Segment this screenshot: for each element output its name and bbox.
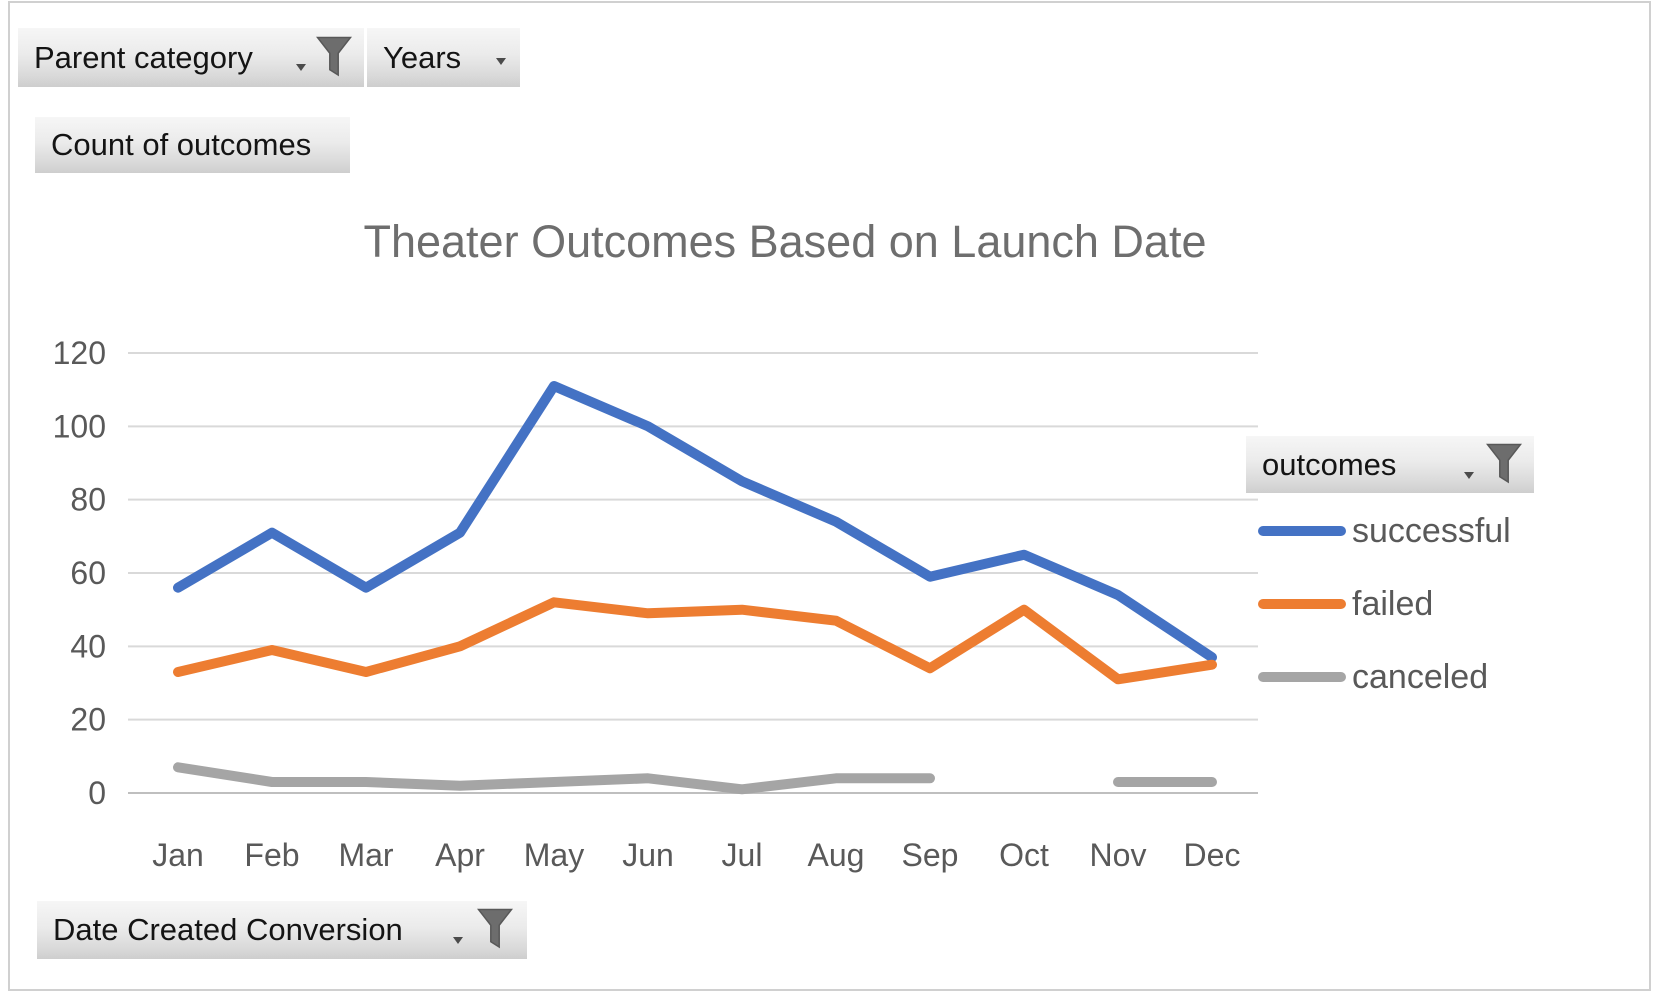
x-axis-tick-label: Oct bbox=[999, 837, 1049, 873]
x-axis-tick-label: Jan bbox=[152, 837, 204, 873]
x-axis-tick-label: Mar bbox=[338, 837, 393, 873]
y-axis-tick-label: 20 bbox=[70, 702, 106, 738]
parent-category-filter-button[interactable]: Parent category bbox=[18, 28, 364, 87]
y-axis-tick-label: 100 bbox=[53, 408, 106, 444]
x-axis-tick-label: Jul bbox=[722, 837, 763, 873]
caret-down-icon bbox=[1464, 472, 1474, 479]
x-axis-tick-label: Sep bbox=[902, 837, 959, 873]
series-line-failed bbox=[173, 597, 1217, 685]
legend-swatch-failed bbox=[1258, 599, 1346, 609]
filter-funnel-icon bbox=[477, 908, 513, 949]
x-axis-tick-label: Jun bbox=[622, 837, 674, 873]
date-created-conversion-filter-button[interactable]: Date Created Conversion bbox=[37, 901, 527, 959]
y-axis-tick-label: 0 bbox=[88, 775, 106, 811]
y-axis-tick-label: 120 bbox=[53, 335, 106, 371]
legend-label-canceled: canceled bbox=[1352, 657, 1489, 696]
chart-title: Theater Outcomes Based on Launch Date bbox=[363, 216, 1207, 267]
series-line-successful bbox=[173, 381, 1217, 663]
y-axis-tick-label: 40 bbox=[70, 628, 106, 664]
legend-swatch-successful bbox=[1258, 526, 1346, 536]
years-filter-button[interactable]: Years bbox=[367, 28, 520, 87]
filter-funnel-icon bbox=[1486, 443, 1522, 484]
caret-down-icon bbox=[296, 64, 306, 71]
years-filter-label: Years bbox=[383, 39, 462, 75]
legend-item-successful: successful bbox=[1258, 508, 1511, 554]
y-axis-tick-label: 80 bbox=[70, 482, 106, 518]
outcomes-legend-label: outcomes bbox=[1262, 446, 1397, 482]
x-axis-tick-label: Dec bbox=[1184, 837, 1241, 873]
series-line-canceled bbox=[173, 762, 1217, 795]
x-axis-tick-label: Nov bbox=[1090, 837, 1147, 873]
caret-down-icon bbox=[453, 937, 463, 944]
count-of-outcomes-label: Count of outcomes bbox=[51, 127, 312, 162]
legend-item-canceled: canceled bbox=[1258, 654, 1488, 700]
legend-swatch-canceled bbox=[1258, 672, 1346, 682]
x-axis-tick-label: Aug bbox=[808, 837, 865, 873]
date-created-conversion-label: Date Created Conversion bbox=[53, 912, 403, 947]
caret-down-icon bbox=[496, 58, 506, 65]
x-axis-tick-label: Feb bbox=[244, 837, 299, 873]
legend-label-failed: failed bbox=[1352, 584, 1434, 623]
count-of-outcomes-button[interactable]: Count of outcomes bbox=[35, 117, 350, 173]
y-axis-tick-label: 60 bbox=[70, 555, 106, 591]
legend-item-failed: failed bbox=[1258, 581, 1433, 627]
outcomes-legend-filter-button[interactable]: outcomes bbox=[1246, 436, 1534, 493]
x-axis-tick-label: Apr bbox=[435, 837, 485, 873]
legend-label-successful: successful bbox=[1352, 511, 1511, 550]
parent-category-filter-label: Parent category bbox=[34, 39, 253, 75]
filter-funnel-icon bbox=[316, 36, 352, 77]
x-axis-tick-label: May bbox=[524, 837, 584, 873]
